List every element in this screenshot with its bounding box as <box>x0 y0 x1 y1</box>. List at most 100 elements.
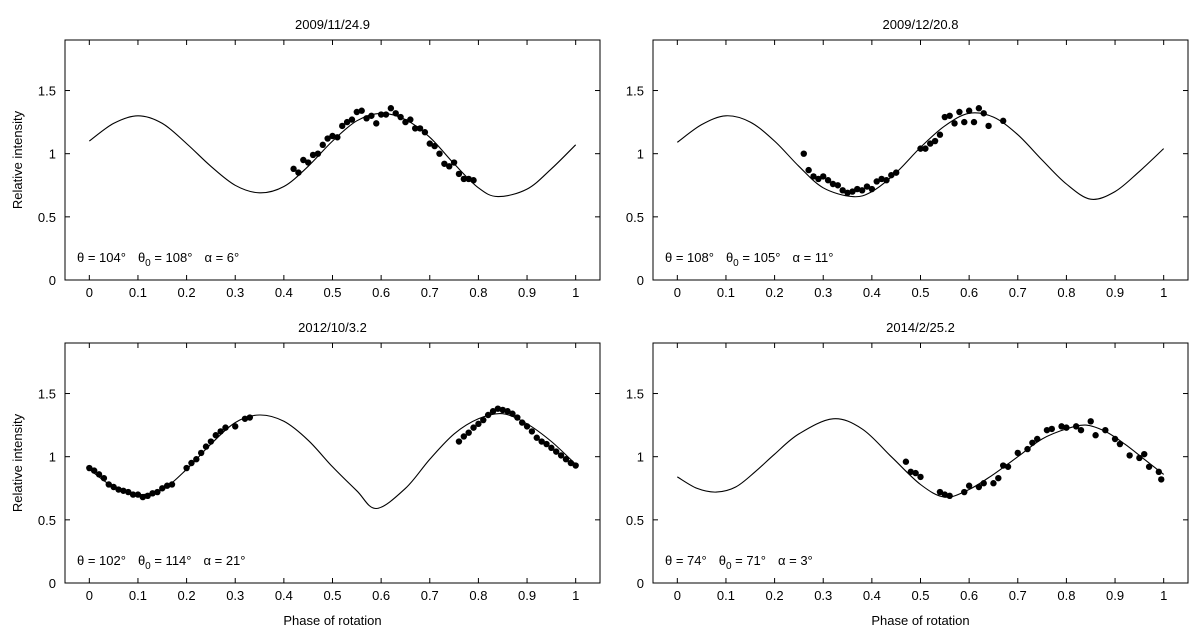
theta-value: θ = 108° <box>665 250 714 265</box>
observation-point <box>999 117 1007 125</box>
observation-point <box>377 111 385 118</box>
observation-point <box>951 120 958 127</box>
observation-point <box>572 462 579 469</box>
observation-point <box>883 177 890 184</box>
observation-point <box>1145 463 1153 470</box>
y-tick-label: 0.5 <box>38 210 56 225</box>
y-tick-label: 1 <box>49 147 56 162</box>
plot-frame <box>64 39 601 281</box>
panel-3: 2012/10/3.2 0 0.1 0.2 0.3 0.4 0.5 0.6 0.7 0.8 0.9 1… <box>10 320 601 628</box>
observation-point <box>800 150 807 157</box>
observation-point <box>1136 454 1143 462</box>
x-tick-label: 1 <box>1160 588 1167 603</box>
x-tick-label: 0.4 <box>275 285 293 300</box>
alpha-value: α = 21° <box>203 553 245 568</box>
y-tick-label: 1.5 <box>626 387 644 402</box>
observation-point <box>105 481 112 488</box>
observation-point <box>446 163 453 170</box>
observation-point <box>324 135 331 142</box>
observation-point <box>110 483 117 491</box>
observation-point <box>931 137 939 145</box>
observation-point <box>917 145 924 152</box>
observation-point <box>431 142 438 150</box>
theta0-value: = 71° <box>732 553 766 568</box>
observation-point <box>450 159 458 166</box>
x-tick-label: 0.7 <box>421 588 439 603</box>
observation-point <box>543 440 550 448</box>
observation-point <box>363 115 370 122</box>
observation-point <box>946 112 953 119</box>
observation-point <box>815 175 822 183</box>
x-tick-label: 0.5 <box>911 588 929 603</box>
theta0-value: = 114° <box>151 553 192 568</box>
y-tick-label: 0 <box>637 273 644 288</box>
plot-frame <box>652 342 1189 584</box>
observation-point <box>523 423 531 430</box>
x-tick-label: 0.7 <box>1009 285 1027 300</box>
observation-point <box>222 424 229 431</box>
observation-point <box>528 428 536 435</box>
observation-point <box>470 177 477 184</box>
observation-point <box>217 428 224 435</box>
x-axis-label: Phase of rotation <box>871 613 969 628</box>
theta-value: θ = 74° <box>665 553 707 568</box>
observation-point <box>416 125 424 132</box>
y-axis-label: Relative intensity <box>10 413 25 512</box>
y-tick-label: 0.5 <box>626 513 644 528</box>
observation-point <box>207 438 215 445</box>
observation-point <box>100 474 108 482</box>
observation-point <box>212 432 219 439</box>
observation-point <box>956 108 963 116</box>
observation-point <box>149 490 156 497</box>
observation-point <box>844 189 851 197</box>
observation-point <box>1072 423 1080 430</box>
observation-point <box>290 165 297 173</box>
observation-point <box>421 129 429 136</box>
x-tick-label: 0.1 <box>129 285 147 300</box>
observation-point <box>936 131 944 138</box>
observation-point <box>154 488 161 496</box>
x-tick-label: 0.1 <box>717 588 735 603</box>
observation-point <box>470 424 477 431</box>
y-tick-label: 0.5 <box>626 210 644 225</box>
observation-point <box>999 462 1007 469</box>
observation-point <box>834 182 842 189</box>
theta-value: θ = 104° <box>77 250 126 265</box>
x-tick-label: 0.4 <box>863 285 881 300</box>
observation-point <box>1058 423 1065 430</box>
theta0-symbol: θ <box>719 553 726 568</box>
observation-point <box>868 185 876 193</box>
observation-point <box>129 491 137 498</box>
observation-point <box>927 140 934 147</box>
theta0-subscript: 0 <box>145 258 151 269</box>
observation-point <box>460 175 468 183</box>
observation-point <box>917 473 924 481</box>
observation-point <box>382 111 390 118</box>
x-tick-label: 0.4 <box>863 588 881 603</box>
observation-point <box>902 458 910 465</box>
x-tick-label: 0 <box>674 285 681 300</box>
observation-point <box>985 122 992 130</box>
observation-point <box>368 112 375 119</box>
x-tick-label: 0.6 <box>960 588 978 603</box>
x-tick-label: 0.9 <box>518 588 536 603</box>
observation-point <box>509 410 516 417</box>
observation-point <box>314 150 322 157</box>
observation-point <box>373 120 380 127</box>
x-tick-label: 0.1 <box>717 285 735 300</box>
observation-point <box>144 492 151 500</box>
observation-point <box>115 486 122 493</box>
theta0-subscript: 0 <box>726 561 732 572</box>
x-tick-label: 0.3 <box>226 285 244 300</box>
x-tick-label: 0.4 <box>275 588 293 603</box>
observation-point <box>1029 439 1036 446</box>
observation-point <box>197 449 205 457</box>
observation-point <box>358 107 365 114</box>
observation-point <box>946 492 953 500</box>
panel-title: 2009/12/20.8 <box>883 17 959 32</box>
observation-point <box>397 113 404 121</box>
observation-point <box>334 134 341 141</box>
observation-point <box>873 178 880 185</box>
observation-point <box>810 173 817 180</box>
